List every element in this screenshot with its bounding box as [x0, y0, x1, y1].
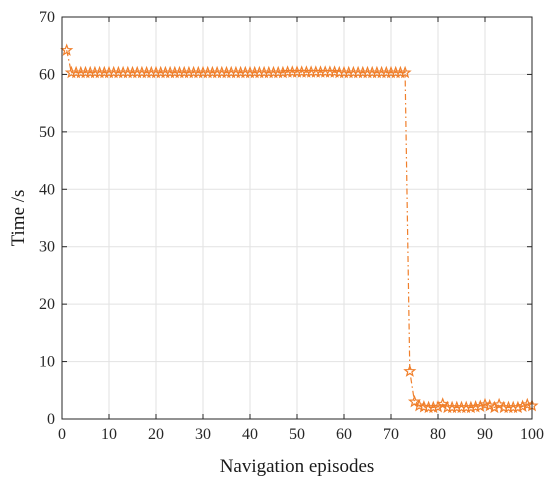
grid-lines [62, 17, 532, 419]
x-tick-label: 40 [242, 426, 258, 443]
y-tick-label: 0 [47, 411, 55, 428]
data-point-marker [516, 399, 530, 412]
x-tick-label: 80 [430, 426, 446, 443]
x-tick-label: 0 [58, 426, 66, 443]
data-point-marker [511, 400, 525, 414]
x-tick-label: 50 [289, 426, 305, 443]
data-point-marker [469, 400, 483, 413]
series-layer [60, 43, 539, 414]
data-point-marker [60, 43, 74, 56]
data-point-marker [464, 400, 478, 414]
data-point-marker [431, 400, 445, 413]
x-tick-label: 100 [520, 426, 544, 443]
data-point-marker [276, 65, 290, 79]
x-tick-label: 90 [477, 426, 493, 443]
axis-ticks: 0 10 20 30 40 50 60 70 80 90 100 0 10 20 30 40 50 60 70 [39, 9, 544, 443]
y-tick-label: 20 [39, 296, 55, 313]
data-point-marker [473, 399, 487, 412]
x-tick-label: 70 [383, 426, 399, 443]
data-point-marker [426, 400, 440, 414]
y-tick-label: 30 [39, 239, 55, 256]
x-tick-label: 10 [101, 426, 117, 443]
y-tick-label: 10 [39, 354, 55, 371]
x-axis-title: Navigation episodes [220, 456, 375, 477]
y-tick-label: 60 [39, 66, 55, 83]
x-tick-label: 60 [336, 426, 352, 443]
y-tick-label: 40 [39, 181, 55, 198]
data-point-marker [403, 364, 417, 377]
y-axis-title: Time /s [8, 190, 29, 247]
y-tick-label: 70 [39, 9, 55, 26]
x-tick-label: 20 [148, 426, 164, 443]
x-tick-label: 30 [195, 426, 211, 443]
data-point-marker [398, 65, 412, 79]
y-tick-label: 50 [39, 124, 55, 141]
